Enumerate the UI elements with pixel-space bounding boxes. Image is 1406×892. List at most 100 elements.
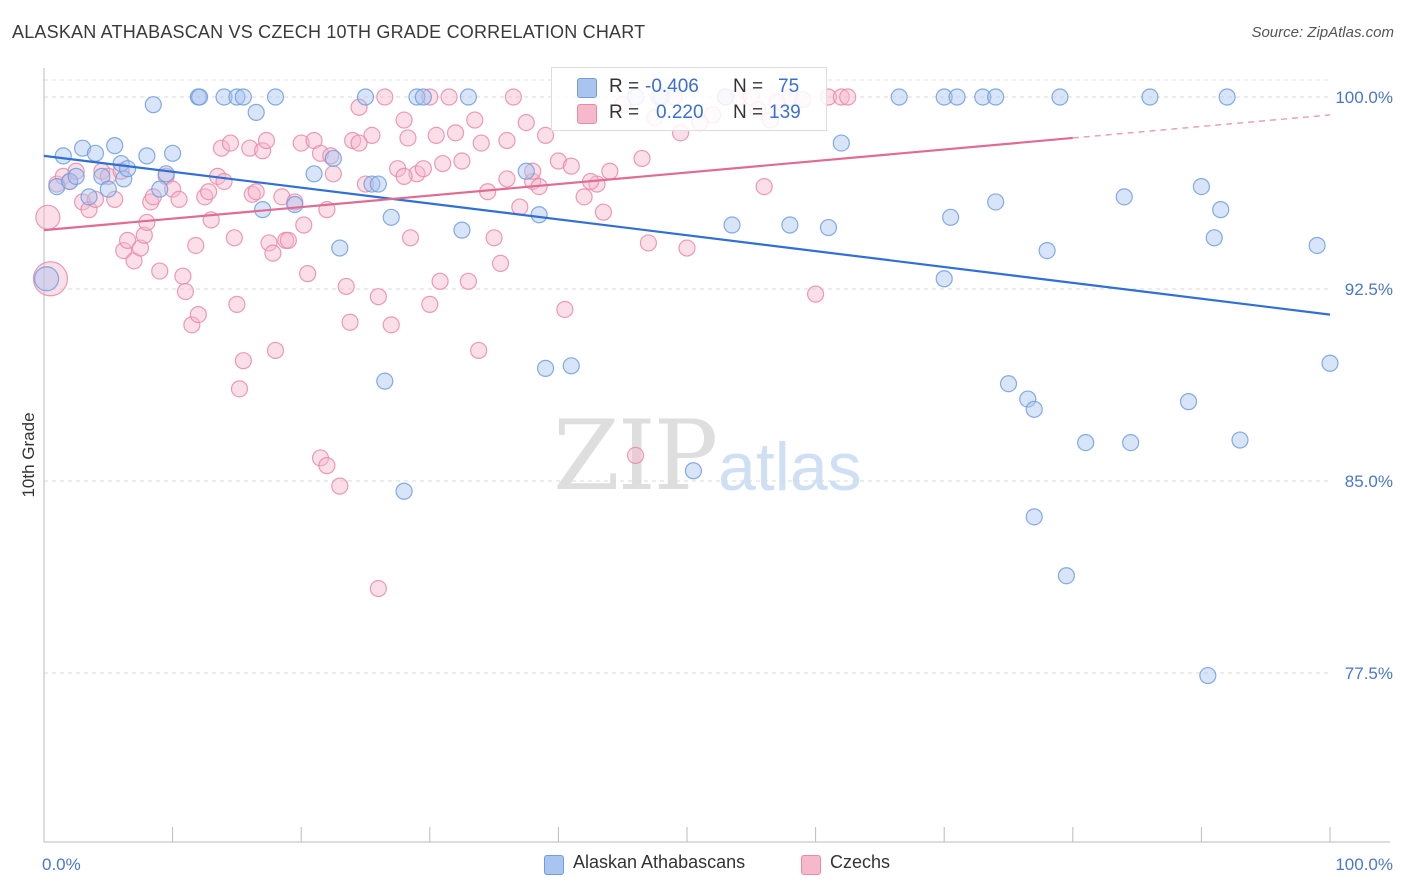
athabascan-point: [356, 88, 375, 106]
athabascan-point: [331, 239, 349, 257]
athabascan-point: [1077, 434, 1095, 452]
czech-point: [395, 167, 413, 185]
czech-point: [225, 229, 243, 247]
czech-point: [260, 234, 278, 252]
czech-point: [311, 144, 330, 162]
czech-point: [350, 134, 368, 152]
athabascan-point: [935, 270, 953, 288]
athabascan-point: [723, 216, 741, 234]
czech-point: [562, 157, 580, 175]
athabascan-point: [382, 208, 400, 226]
athabascan-point: [1218, 88, 1236, 106]
czech-point: [453, 152, 471, 170]
athabascan-point: [99, 180, 117, 198]
czech-point: [806, 285, 825, 303]
watermark-zip: ZIP: [553, 400, 718, 512]
czech-point: [234, 352, 252, 370]
legend-n-value: 75: [778, 76, 800, 97]
czech-point: [832, 88, 850, 106]
athabascan-point: [832, 134, 850, 152]
stats-legend: R = -0.406 N = 75 R = 0.220 N = 139: [551, 67, 827, 131]
athabascan-point: [138, 147, 156, 165]
athabascan-point: [987, 88, 1005, 106]
czech-point: [446, 124, 465, 142]
czech-point: [221, 134, 240, 152]
legend-r-label: R =: [609, 102, 640, 123]
czech-point: [472, 134, 490, 152]
athabascan-point: [1231, 431, 1249, 449]
czech-point: [356, 175, 375, 193]
czech-point: [459, 272, 477, 290]
athabascan-point: [1179, 393, 1198, 411]
source-credit: Source: ZipAtlas.com: [1251, 24, 1394, 41]
czech-point: [549, 152, 568, 170]
czech-point: [341, 313, 359, 331]
czech-point: [215, 172, 233, 191]
athabascan-point: [408, 88, 426, 106]
czech-point: [164, 180, 182, 198]
athabascan-point: [530, 206, 548, 224]
athabascan-point: [999, 375, 1018, 393]
czech-point: [331, 477, 349, 495]
athabascan-point: [453, 221, 471, 239]
czech-point: [470, 341, 488, 360]
athabascan-point: [935, 88, 953, 106]
athabascan-point: [164, 144, 182, 162]
czech-point: [337, 277, 355, 296]
athabascan-point: [536, 359, 555, 377]
czech-point: [466, 111, 484, 129]
czech-point: [254, 142, 272, 160]
athabascan-point: [459, 88, 477, 106]
athabascan-point: [1025, 400, 1043, 418]
legend-n-label: N =: [733, 102, 764, 123]
athabascan-point: [369, 175, 387, 193]
athabascan-point: [890, 88, 908, 106]
legend-swatch-czech: [577, 104, 597, 124]
y-tick-label: 85.0%: [1345, 472, 1393, 491]
athabascan-point: [80, 188, 98, 206]
bottom-legend-swatch: [801, 855, 821, 875]
athabascan-point: [115, 170, 133, 188]
bottom-legend-label: Alaskan Athabascans: [573, 852, 746, 872]
athabascan-point: [266, 88, 285, 106]
chart-title: ALASKAN ATHABASCAN VS CZECH 10TH GRADE C…: [12, 22, 646, 42]
athabascan-point: [1321, 354, 1339, 372]
czech-point: [401, 229, 420, 247]
athabascan-point: [33, 266, 60, 292]
czech-point: [485, 229, 503, 247]
gridlines: [44, 79, 1330, 674]
czech-point: [170, 190, 188, 208]
czech-point: [414, 160, 432, 178]
athabascan-trend-line: [43, 154, 1331, 316]
czech-point: [35, 204, 61, 230]
czech-point: [536, 126, 555, 144]
athabascan-point: [948, 88, 966, 106]
athabascan-point: [157, 165, 175, 183]
bottom-legend-label: Czechs: [830, 852, 891, 872]
czech-point: [189, 306, 207, 324]
czech-point: [266, 341, 285, 360]
czech-point: [594, 203, 613, 221]
czech-point: [421, 88, 439, 106]
athabascan-point: [1038, 242, 1056, 260]
czech-point: [67, 162, 85, 180]
y-tick-label: 77.5%: [1345, 664, 1393, 683]
axes: [43, 68, 1390, 843]
athabascan-point: [974, 88, 992, 106]
czech-point: [376, 88, 394, 106]
athabascan-point: [228, 88, 246, 106]
czech-point: [80, 201, 98, 219]
athabascan-point: [118, 160, 137, 178]
czech-point: [279, 231, 297, 249]
athabascan-point: [1115, 188, 1133, 206]
czech-point: [151, 262, 169, 280]
athabascan-point: [819, 218, 838, 237]
czech-point: [115, 242, 133, 260]
athabascan-point: [1212, 201, 1230, 219]
czech-point: [322, 147, 340, 165]
czech-point: [131, 239, 150, 257]
legend-swatch-athabascan: [577, 78, 597, 98]
athabascan-point: [86, 144, 105, 162]
athabascan-point: [1192, 178, 1211, 196]
athabascan-point: [1122, 434, 1140, 452]
